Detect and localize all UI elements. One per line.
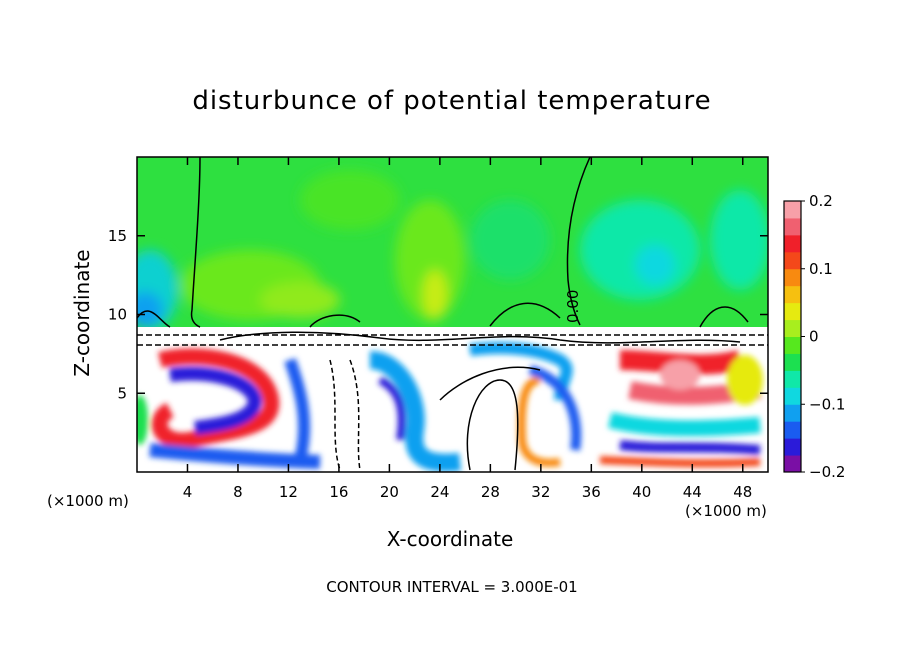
colorbar-swatch (784, 387, 801, 405)
y-tick-label: 10 (108, 306, 127, 324)
x-tick-label: 48 (733, 483, 752, 501)
y-axis-label: Z-coordinate (70, 249, 94, 377)
colorbar-swatch (784, 251, 801, 270)
colorbar-tick-label: 0.2 (809, 192, 833, 210)
colorbar-tick-label: −0.1 (809, 395, 845, 413)
x-tick-label: 28 (481, 483, 500, 501)
colorbar-swatch (784, 268, 801, 287)
colorbar-swatch (784, 404, 801, 422)
colorbar-swatch (784, 201, 801, 219)
x-tick-label: 16 (329, 483, 348, 501)
x-tick-label: 44 (683, 483, 702, 501)
x-units-label-left: (×1000 m) (47, 492, 129, 510)
x-tick-label: 12 (279, 483, 298, 501)
colorbar-swatch (784, 302, 801, 321)
y-tick-label: 15 (108, 227, 127, 245)
colorbar-swatch (784, 438, 801, 456)
colorbar-tick-label: 0 (809, 328, 819, 346)
x-units-label-right: (×1000 m) (685, 502, 767, 520)
x-tick-label: 8 (233, 483, 243, 501)
heatmap-field (137, 157, 768, 472)
colorbar-swatch (784, 319, 801, 337)
colorbar-swatch (784, 370, 801, 388)
contour-interval-note: CONTOUR INTERVAL = 3.000E-01 (326, 578, 578, 596)
x-tick-label: 20 (380, 483, 399, 501)
y-tick-label: 5 (117, 384, 127, 402)
colorbar-tick-label: −0.2 (809, 463, 845, 481)
x-tick-label: 32 (531, 483, 550, 501)
x-tick-label: 24 (430, 483, 449, 501)
colorbar-swatch (784, 353, 801, 371)
colorbar-swatch (784, 336, 801, 354)
colorbar-swatch (784, 421, 801, 439)
colorbar-tick-label: 0.1 (809, 260, 833, 278)
colorbar-swatch (784, 455, 801, 473)
colorbar-swatch (784, 234, 801, 253)
x-tick-label: 4 (183, 483, 193, 501)
colorbar-swatch (784, 217, 801, 236)
contour-line-label: 0.00 (564, 290, 582, 323)
colorbar-swatch (784, 285, 801, 304)
chart-title: disturbunce of potential temperature (192, 86, 712, 116)
x-tick-label: 40 (632, 483, 651, 501)
x-axis-label: X-coordinate (386, 527, 514, 551)
x-tick-label: 36 (582, 483, 601, 501)
